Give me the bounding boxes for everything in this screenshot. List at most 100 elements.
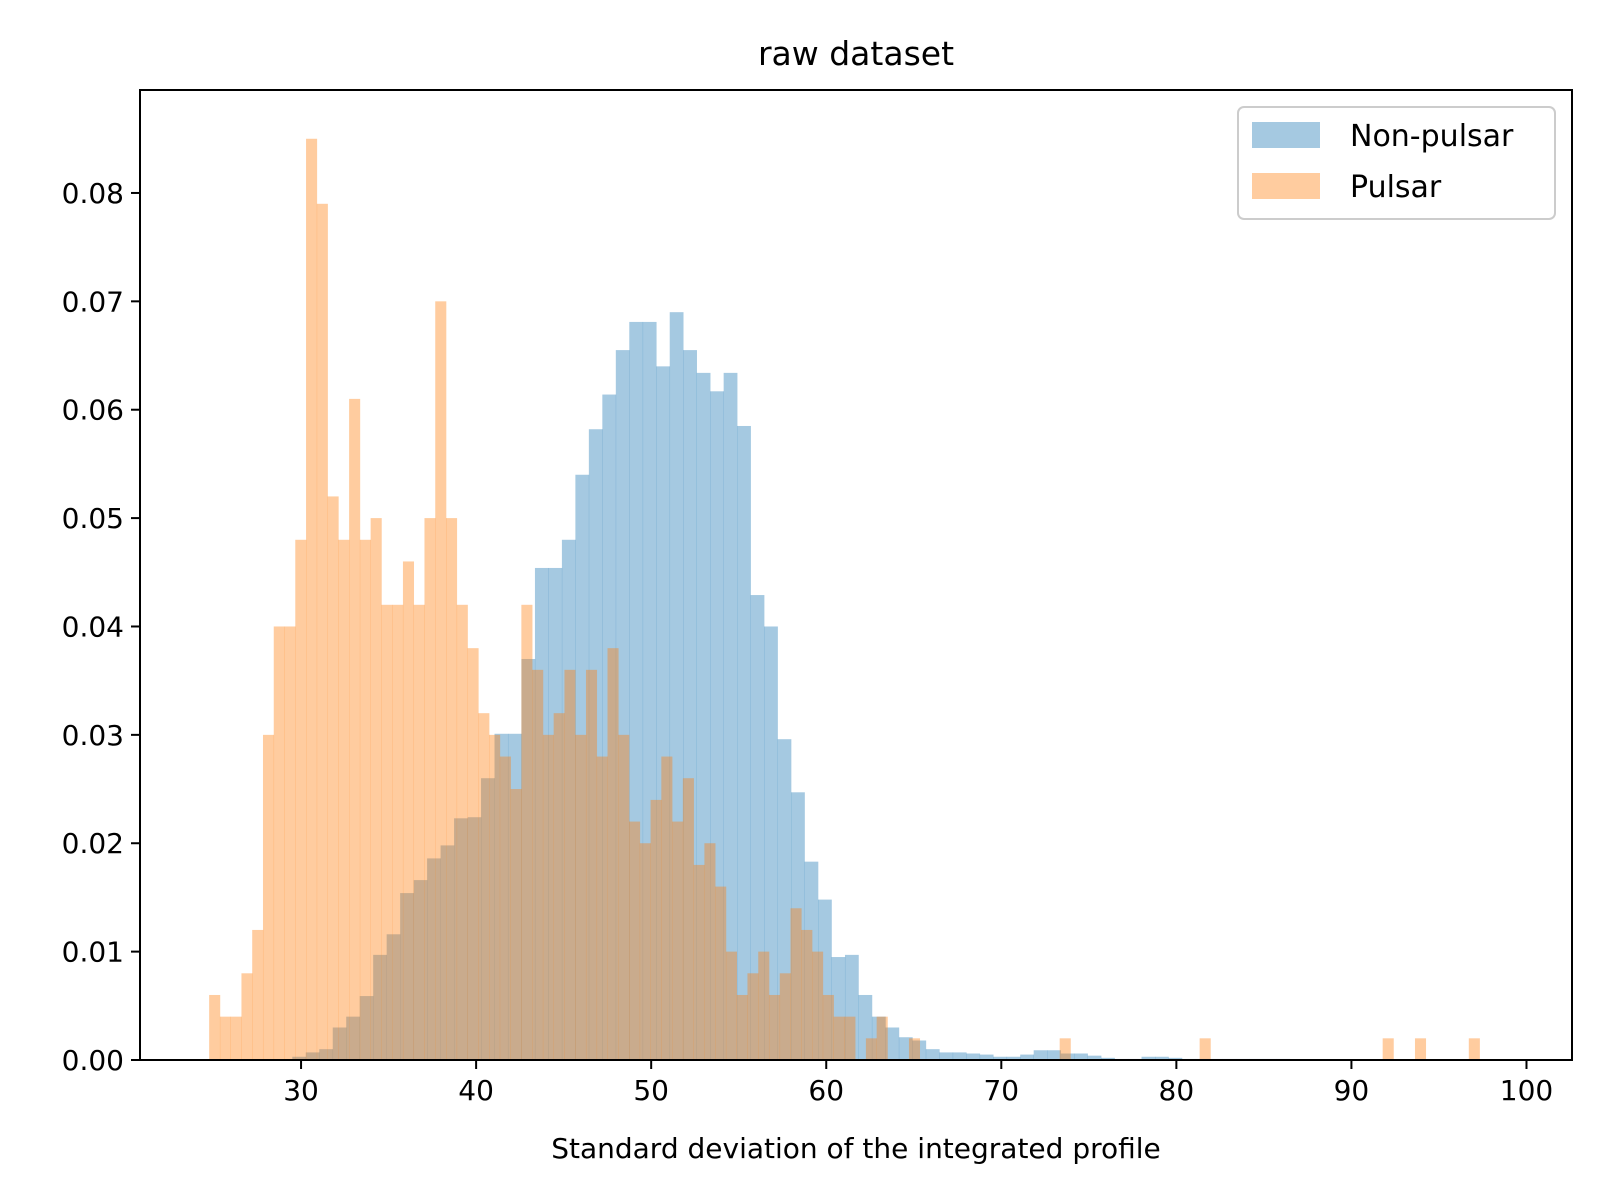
x-tick-label: 80 (1159, 1074, 1195, 1107)
histogram-bar (818, 899, 832, 1060)
histogram-bar (1020, 1054, 1034, 1060)
histogram-bar (510, 789, 522, 1060)
histogram-bar (952, 1052, 967, 1060)
histogram-bar (386, 934, 401, 1060)
histogram-bar (252, 929, 264, 1060)
histogram-bar (639, 843, 651, 1060)
histogram-bar (370, 518, 382, 1060)
histogram-bar (575, 474, 590, 1060)
histogram-bar (871, 1016, 886, 1060)
histogram-bar (230, 1016, 242, 1060)
histogram-bar (1006, 1056, 1021, 1060)
histogram-bar (831, 957, 846, 1060)
series-non-pulsar (292, 312, 1291, 1061)
histogram-bar (467, 817, 482, 1060)
histogram-bar (1199, 1038, 1211, 1060)
histogram-bar (777, 739, 792, 1060)
histogram-bar (209, 994, 221, 1060)
y-axis: 0.00 0.01 0.02 0.03 0.04 0.05 0.06 0.07 0.08 (62, 177, 140, 1077)
histogram-bar (319, 1049, 334, 1060)
histogram-bar (602, 394, 617, 1060)
histogram-bar (764, 626, 778, 1060)
histogram-bar (801, 929, 813, 1060)
histogram-bar (736, 994, 748, 1060)
legend-box (1237, 106, 1556, 220)
histogram-bar (682, 778, 694, 1060)
histogram-bar (710, 391, 724, 1060)
histogram-bar (316, 203, 328, 1061)
histogram-bar (585, 669, 598, 1060)
histogram-bar (596, 756, 608, 1060)
histogram-bar (1047, 1050, 1061, 1060)
bars-layer (209, 138, 1480, 1061)
histogram-bar (413, 604, 425, 1060)
histogram-bar (548, 567, 563, 1060)
histogram-bar (534, 567, 549, 1060)
histogram-bar (615, 350, 630, 1060)
histogram-bar (499, 756, 511, 1060)
histogram-bar (1155, 1056, 1169, 1060)
histogram-bar (481, 778, 495, 1060)
histogram-bar (715, 886, 727, 1060)
histogram-bar (844, 1016, 856, 1060)
histogram-bar (467, 648, 479, 1060)
histogram-bar (822, 994, 834, 1060)
histogram-bar (327, 496, 339, 1060)
histogram-bar (908, 1038, 921, 1060)
histogram-bar (507, 733, 522, 1060)
histogram-bar (295, 539, 307, 1060)
histogram-bar (812, 951, 824, 1060)
y-tick-label: 0.08 (62, 177, 124, 210)
histogram-bar (575, 734, 587, 1060)
legend-label-non-pulsar: Non-pulsar (1350, 119, 1514, 154)
histogram-bar (1168, 1057, 1183, 1060)
histogram-bar (876, 1016, 888, 1060)
histogram-bar (381, 604, 393, 1060)
legend-label-pulsar: Pulsar (1350, 170, 1442, 205)
y-tick-label: 0.07 (62, 285, 124, 318)
histogram-bar (791, 792, 805, 1060)
x-axis-label: Standard deviation of the integrated pro… (551, 1132, 1161, 1165)
histogram-bar (402, 561, 415, 1060)
y-tick-label: 0.02 (62, 827, 124, 860)
histogram-bar (413, 880, 428, 1060)
histogram-bar (454, 818, 468, 1060)
histogram-bar (478, 713, 490, 1060)
histogram-bar (650, 799, 662, 1060)
histogram-bar (758, 951, 770, 1060)
histogram-bar (284, 626, 296, 1060)
x-axis: 30 40 50 60 70 80 90 100 (283, 1060, 1553, 1107)
histogram-bar (359, 539, 371, 1060)
x-tick-label: 70 (983, 1074, 1019, 1107)
x-tick-label: 100 (1500, 1074, 1553, 1107)
histogram-bar (561, 539, 576, 1060)
histogram-bar (1059, 1038, 1071, 1060)
legend: Non-pulsar Pulsar (1237, 106, 1556, 220)
histogram-bar (925, 1049, 940, 1060)
histogram-bar (1101, 1057, 1115, 1060)
histogram-bar (332, 1027, 347, 1060)
x-tick-label: 40 (458, 1074, 494, 1107)
histogram-bar (607, 648, 619, 1060)
histogram-bar (865, 1038, 877, 1060)
histogram-bar (446, 518, 458, 1060)
histogram-bar (273, 626, 285, 1060)
histogram-bar (521, 604, 533, 1060)
x-tick-label: 90 (1334, 1074, 1370, 1107)
y-tick-label: 0.05 (62, 502, 124, 535)
histogram-bar (747, 973, 759, 1060)
histogram-bar (424, 518, 436, 1060)
histogram-bar (642, 321, 657, 1060)
legend-swatch-pulsar (1252, 173, 1320, 199)
histogram-bar (346, 1016, 360, 1060)
histogram-bar (629, 321, 644, 1060)
y-tick-label: 0.01 (62, 936, 124, 969)
y-tick-label: 0.04 (62, 610, 124, 643)
histogram-bar (564, 669, 576, 1060)
histogram-bar (629, 821, 641, 1060)
histogram-bar (1468, 1038, 1480, 1060)
histogram-bar (1033, 1050, 1048, 1060)
histogram-bar (435, 301, 447, 1061)
plot-frame (139, 89, 1573, 1061)
